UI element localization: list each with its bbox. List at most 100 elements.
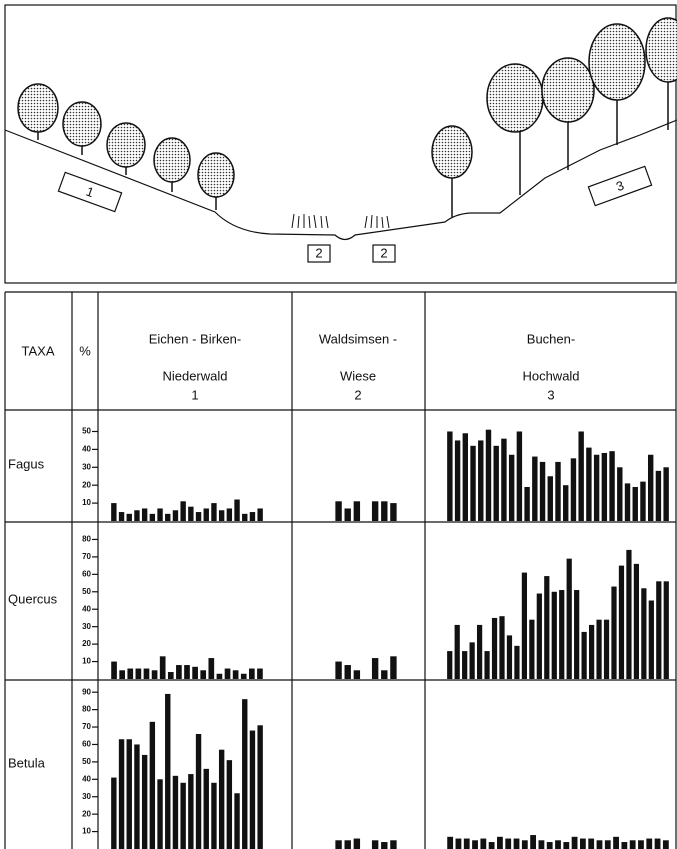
bar [354, 501, 360, 521]
bar [463, 433, 468, 521]
bar [150, 514, 155, 521]
bar [188, 774, 193, 849]
column-number: 2 [354, 387, 361, 402]
y-tick-label: 20 [82, 639, 91, 648]
bar [142, 755, 147, 849]
bar [165, 514, 170, 521]
bar [354, 670, 360, 679]
column-title: Niederwald [162, 368, 227, 383]
bar [641, 588, 646, 679]
bar [540, 462, 545, 521]
bar [477, 625, 482, 679]
bar [157, 779, 162, 849]
bar [522, 573, 527, 679]
bar [617, 467, 622, 521]
bar [234, 500, 239, 521]
bar [486, 430, 491, 521]
bar [514, 839, 520, 849]
bar [507, 635, 512, 679]
bar [532, 457, 537, 521]
bar [505, 839, 511, 849]
bar [656, 581, 661, 679]
y-tick-label: 50 [82, 757, 91, 766]
bar [663, 467, 668, 521]
y-tick-label: 80 [82, 705, 91, 714]
bar [335, 501, 341, 521]
bar [664, 581, 669, 679]
bar [335, 662, 341, 679]
y-tick-label: 90 [82, 687, 91, 696]
bar [648, 455, 653, 521]
bar [578, 431, 583, 521]
bar [619, 566, 624, 679]
bar [447, 651, 452, 679]
bar [509, 455, 514, 521]
bar [611, 587, 616, 679]
bar [173, 776, 178, 849]
y-tick-label: 40 [82, 774, 91, 783]
bar [646, 839, 652, 849]
bar [390, 656, 396, 679]
bar [656, 471, 661, 521]
bar [547, 842, 553, 849]
bar [257, 508, 262, 521]
y-tick-label: 30 [82, 622, 91, 631]
bar [354, 839, 360, 849]
bar [200, 670, 206, 679]
column-number: 3 [547, 387, 554, 402]
bar [225, 669, 231, 679]
y-tick-label: 80 [82, 535, 91, 544]
bar [555, 462, 560, 521]
y-tick-label: 30 [82, 462, 91, 471]
bar [227, 508, 232, 521]
column-title: Hochwald [522, 368, 579, 383]
bar [208, 658, 214, 679]
bar [217, 674, 223, 679]
bar [478, 440, 483, 521]
y-tick-label: 50 [82, 587, 91, 596]
bar [119, 739, 124, 849]
taxon-label: Betula [8, 755, 46, 770]
y-tick-label: 40 [82, 604, 91, 613]
column-title: Wiese [340, 368, 376, 383]
bar [630, 840, 636, 849]
zone-label: 3 [614, 178, 626, 195]
bar [447, 837, 453, 849]
bar [196, 512, 201, 521]
y-tick-label: 70 [82, 722, 91, 731]
bar [655, 839, 661, 849]
bar [381, 501, 387, 521]
bar [470, 446, 475, 521]
bar [157, 508, 162, 521]
bar [522, 840, 528, 849]
bar [472, 840, 478, 849]
bar [127, 669, 133, 679]
column-title: Eichen - Birken- [149, 331, 241, 346]
bar [663, 840, 669, 849]
bar [180, 501, 185, 521]
bar [390, 503, 396, 521]
bar [160, 656, 166, 679]
bar [499, 616, 504, 679]
bar [227, 760, 232, 849]
bar [127, 739, 132, 849]
bar [219, 750, 224, 849]
bar [233, 670, 239, 679]
bar [152, 670, 158, 679]
bar [571, 458, 576, 521]
bar [537, 594, 542, 679]
bar [586, 448, 591, 521]
bar [649, 601, 654, 680]
taxon-label: Quercus [8, 591, 58, 606]
bar [242, 514, 247, 521]
bar [559, 590, 564, 679]
bar [470, 642, 475, 679]
bar [552, 592, 557, 679]
bar [609, 451, 614, 521]
bar [168, 672, 174, 679]
bar [567, 559, 572, 679]
bar [184, 665, 190, 679]
bar [563, 485, 568, 521]
bar [494, 446, 499, 521]
y-tick-label: 10 [82, 498, 91, 507]
